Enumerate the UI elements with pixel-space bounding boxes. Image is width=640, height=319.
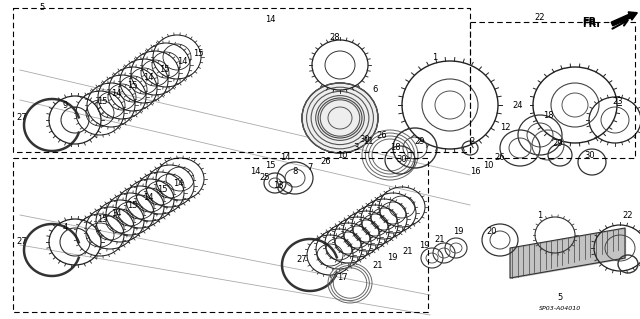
Text: 27: 27 [17, 114, 28, 122]
Text: 27: 27 [17, 238, 28, 247]
Text: 14: 14 [250, 167, 260, 176]
Text: 19: 19 [419, 241, 429, 249]
Text: 26: 26 [377, 130, 387, 139]
Text: 7: 7 [307, 162, 313, 172]
FancyArrow shape [611, 12, 637, 26]
Text: 14: 14 [177, 57, 188, 66]
Text: 15: 15 [265, 160, 275, 169]
Text: 3: 3 [353, 144, 358, 152]
Text: 8: 8 [292, 167, 298, 176]
Text: 26: 26 [495, 153, 506, 162]
Text: 30: 30 [360, 136, 371, 145]
Text: 14: 14 [143, 73, 153, 83]
Text: 15: 15 [97, 98, 108, 107]
Text: 17: 17 [337, 273, 348, 283]
Text: 19: 19 [387, 254, 397, 263]
Text: 30: 30 [397, 155, 407, 165]
Text: 20: 20 [487, 227, 497, 236]
Text: 23: 23 [612, 98, 623, 107]
Text: 22: 22 [535, 13, 545, 23]
Text: 24: 24 [513, 100, 524, 109]
Text: 26: 26 [321, 158, 332, 167]
Text: 28: 28 [330, 33, 340, 42]
Text: 27: 27 [297, 256, 307, 264]
Text: FR.: FR. [582, 17, 600, 27]
Text: 30: 30 [585, 151, 595, 160]
Text: 11: 11 [363, 137, 373, 146]
Text: 6: 6 [372, 85, 378, 94]
Text: 14: 14 [173, 179, 183, 188]
Text: 14: 14 [143, 194, 153, 203]
Text: 15: 15 [97, 216, 108, 225]
Text: 16: 16 [470, 167, 480, 176]
Text: 10: 10 [483, 160, 493, 169]
Text: 15: 15 [127, 201, 137, 210]
Text: SP03-A04010: SP03-A04010 [539, 306, 581, 310]
Text: 15: 15 [157, 186, 167, 195]
Text: 29: 29 [553, 138, 563, 147]
Text: 14: 14 [111, 209, 121, 218]
Text: 5: 5 [40, 4, 45, 12]
Text: 29: 29 [415, 137, 425, 146]
Text: 5: 5 [557, 293, 563, 302]
Text: 2: 2 [469, 137, 475, 146]
Text: 21: 21 [435, 235, 445, 244]
Text: FR.: FR. [582, 19, 600, 29]
Text: 14: 14 [280, 153, 291, 162]
Text: 21: 21 [372, 261, 383, 270]
Text: 18: 18 [543, 110, 554, 120]
Ellipse shape [302, 83, 378, 153]
Text: 10: 10 [337, 151, 348, 160]
Text: 14: 14 [265, 16, 275, 25]
Text: 25: 25 [260, 174, 270, 182]
Text: 18: 18 [390, 144, 400, 152]
Text: 15: 15 [193, 49, 204, 58]
Text: 9: 9 [62, 100, 68, 109]
Text: 4: 4 [62, 224, 68, 233]
Text: 13: 13 [273, 181, 284, 189]
Text: 19: 19 [452, 227, 463, 236]
Text: 14: 14 [111, 90, 121, 99]
Text: 21: 21 [403, 248, 413, 256]
Text: 12: 12 [500, 123, 510, 132]
Text: 1: 1 [538, 211, 543, 219]
Text: 15: 15 [127, 81, 137, 91]
Text: 15: 15 [159, 65, 169, 75]
Text: 1: 1 [433, 54, 438, 63]
Text: 22: 22 [623, 211, 633, 219]
